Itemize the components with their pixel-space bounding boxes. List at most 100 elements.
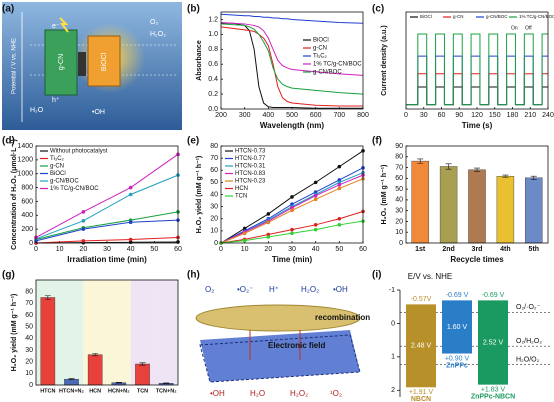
- marker: [242, 238, 247, 243]
- x-tick-label: 60: [359, 246, 367, 253]
- label: H₂O: [30, 107, 44, 114]
- y-tick-label: 70: [395, 164, 403, 171]
- x-tick-label: 20: [264, 246, 272, 253]
- light: [59, 17, 69, 33]
- label: H₂O₂: [290, 389, 308, 398]
- y-tick-label: 20: [210, 216, 218, 223]
- panel-label: (g): [2, 270, 15, 281]
- legend-label: g-CN: [313, 46, 327, 52]
- y-tick-label: 60: [395, 175, 403, 182]
- marker: [242, 231, 247, 236]
- y-tick-label: 10: [25, 370, 33, 377]
- marker: [81, 210, 86, 214]
- legend-label: Ti₃C₂: [313, 54, 328, 60]
- y-tick-label: 1.0: [208, 31, 218, 38]
- label: O₂: [205, 285, 214, 294]
- y-tick-label: 60: [25, 312, 33, 319]
- label: Electronic field: [268, 341, 325, 350]
- series-line: [220, 23, 364, 95]
- label: g-CN: [58, 54, 65, 70]
- y-tick-label: 10: [210, 228, 218, 235]
- y-tick-label: 10: [395, 229, 403, 236]
- x-tick-label: 60: [438, 112, 446, 119]
- y-tick-label: 400: [21, 212, 33, 219]
- y-tick-label: 0: [214, 240, 218, 247]
- label: •OH: [92, 109, 105, 116]
- label: H⁺: [269, 285, 279, 294]
- marker: [81, 219, 86, 223]
- x-tick-label: 50: [150, 246, 158, 253]
- x-tick-label: 400: [262, 112, 274, 119]
- y-tick-label: 90: [395, 143, 403, 150]
- error-bar: [139, 362, 146, 366]
- label: •O₂⁻: [237, 285, 253, 294]
- error-bar: [445, 163, 452, 170]
- particle-layer: [195, 304, 361, 332]
- legend-label: HTCN-0.77: [235, 156, 266, 162]
- legend-label: HCN: [235, 186, 248, 192]
- x-tick-label: 240: [542, 112, 554, 119]
- legend-label: g-CN: [50, 164, 64, 170]
- x-tick-label: TCN+N₂: [156, 388, 177, 394]
- diagram-a: Potential / V vs. NHE g-CN BiOCl O₂ H₂O₂…: [2, 2, 182, 130]
- y-tick-label: 20: [395, 218, 403, 225]
- band: [442, 300, 472, 354]
- marker: [337, 223, 342, 227]
- y-tick-label: 0.4: [208, 76, 218, 83]
- panel-label: (f): [372, 136, 382, 147]
- series-line: [220, 13, 364, 24]
- legend-label: HTCN-0.23: [235, 179, 266, 185]
- band: [478, 300, 508, 385]
- x-tick-label: 800: [357, 112, 369, 119]
- error-bar: [44, 295, 51, 300]
- panel-label: (e): [187, 136, 199, 147]
- x-tick-label: 1st: [415, 246, 426, 253]
- x-tick-label: 150: [489, 112, 501, 119]
- x-tick-label: 0: [219, 246, 223, 253]
- y-tick-label: 0.0: [208, 106, 218, 113]
- marker: [337, 164, 342, 169]
- legend-label: g-CN: [453, 14, 464, 19]
- bar: [135, 363, 150, 386]
- marker: [313, 223, 318, 227]
- diagram-h: Electronic field recombination: [195, 304, 370, 383]
- x-tick-label: 210: [524, 112, 536, 119]
- marker: [266, 220, 271, 225]
- marker: [313, 193, 318, 198]
- level-label: O₂/·O₂⁻: [516, 304, 541, 311]
- marker: [313, 197, 318, 202]
- annotation: Off: [525, 25, 532, 31]
- marker: [337, 183, 342, 187]
- x-tick-label: 40: [127, 246, 135, 253]
- sheet: [200, 330, 360, 382]
- y-tick-label: 0.2: [208, 91, 218, 98]
- y-axis-label: Absorbance: [196, 40, 203, 81]
- marker: [81, 227, 86, 231]
- marker: [128, 185, 133, 190]
- x-tick-label: 50: [335, 246, 343, 253]
- x-tick-label: HCN: [89, 388, 101, 394]
- label: BiOCl: [101, 52, 108, 71]
- bar: [525, 177, 543, 244]
- level-label: H₂O/O₂: [516, 356, 540, 363]
- plot-frame: [220, 11, 364, 110]
- series-line: [220, 210, 364, 244]
- panel-label: (i): [372, 270, 381, 281]
- legend-label: g-CN/BOC: [486, 14, 508, 19]
- cb-label: -0.57V: [411, 296, 432, 303]
- panel-label: (d): [2, 136, 15, 147]
- bar: [496, 175, 515, 244]
- y-tick-label: 40: [210, 191, 218, 198]
- level-label: O₂/H₂O₂: [516, 338, 542, 345]
- marker: [313, 180, 318, 185]
- legend-label: 1% TC/g-CN/BOC: [519, 14, 554, 19]
- x-tick-label: 0: [34, 246, 38, 253]
- x-tick-label: 40: [312, 246, 320, 253]
- plot-frame: [35, 279, 179, 386]
- x-axis-label: Wavelength (nm): [260, 121, 324, 130]
- x-axis-label: Irradiation time (min): [67, 255, 147, 264]
- y-tick-label: 1: [391, 354, 395, 361]
- y-tick-label: 1200: [17, 157, 33, 164]
- bar: [411, 160, 429, 244]
